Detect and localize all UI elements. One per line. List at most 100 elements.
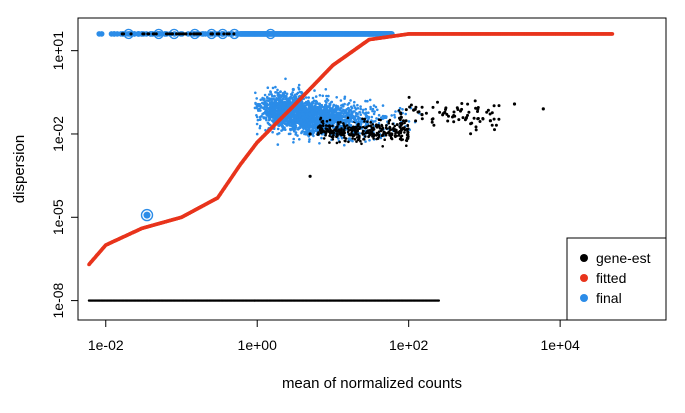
final-point: [334, 117, 338, 121]
gene-est-point: [476, 106, 480, 109]
gene-est-point: [120, 32, 124, 36]
gene-est-point: [405, 139, 409, 143]
final-point: [269, 114, 273, 118]
gene-est-point: [319, 131, 323, 135]
gene-est-point: [363, 120, 366, 123]
final-point: [353, 106, 357, 109]
final-point: [298, 138, 301, 141]
final-point: [292, 141, 295, 144]
final-point: [274, 85, 277, 89]
final-point: [365, 114, 369, 118]
final-point: [356, 112, 359, 116]
gene-est-point: [369, 124, 372, 127]
final-point: [303, 109, 306, 112]
gene-est-point: [388, 129, 392, 132]
y-tick-label: 1e-05: [50, 199, 66, 235]
final-point: [276, 98, 280, 102]
gene-est-point: [335, 135, 338, 139]
gene-est-point: [351, 137, 354, 140]
final-point: [379, 136, 383, 140]
final-point: [302, 122, 306, 125]
gene-est-point: [364, 131, 368, 135]
final-point: [262, 98, 266, 102]
final-point: [351, 114, 355, 118]
final-point: [272, 104, 275, 108]
final-point: [267, 115, 270, 118]
final-point: [335, 96, 339, 99]
gene-est-point: [355, 140, 358, 143]
gene-est-point: [380, 123, 384, 127]
legend: gene-est fitted final: [566, 237, 667, 321]
final-point: [299, 120, 303, 124]
final-point: [255, 104, 259, 108]
final-point: [357, 116, 361, 120]
final-point: [346, 103, 350, 106]
final-point: [292, 137, 296, 141]
final-point: [338, 108, 342, 111]
final-point: [289, 124, 293, 127]
final-point: [292, 99, 296, 102]
gene-est-point: [328, 118, 332, 122]
final-point: [288, 113, 292, 117]
final-point: [359, 107, 363, 111]
final-point: [276, 143, 280, 146]
gene-est-point: [344, 139, 347, 143]
final-point: [263, 116, 266, 119]
gene-est-point: [395, 123, 399, 127]
gene-est-point: [322, 137, 326, 140]
final-point: [369, 107, 373, 111]
final-point: [290, 102, 294, 105]
final-point: [305, 113, 308, 116]
final-point: [325, 112, 329, 116]
final-point: [325, 97, 329, 101]
gene-est-point: [469, 122, 473, 126]
gene-est-point: [323, 130, 327, 134]
final-point: [404, 112, 408, 116]
gene-est-point: [391, 122, 395, 126]
final-point: [337, 111, 341, 115]
final-point: [394, 110, 397, 113]
final-point: [298, 114, 302, 117]
final-point: [350, 110, 353, 114]
x-tick-label: 1e+04: [540, 337, 580, 353]
final-point: [316, 119, 319, 123]
final-point: [270, 111, 274, 115]
gene-est-point: [146, 32, 150, 36]
gene-est-point: [210, 32, 214, 36]
gene-est-point: [406, 124, 410, 127]
final-point: [283, 118, 286, 121]
final-point: [314, 95, 318, 98]
final-point: [349, 99, 352, 102]
gene-est-point: [129, 32, 133, 36]
gene-est-point: [490, 123, 494, 127]
fitted-curve-layer: [87, 32, 615, 267]
gene-est-point: [497, 117, 501, 121]
final-point: [304, 96, 308, 99]
gene-est-point: [188, 32, 192, 36]
final-point: [377, 122, 381, 125]
gene-est-point: [371, 128, 375, 132]
gene-est-point: [492, 117, 496, 121]
legend-marker-fitted: [580, 274, 588, 282]
final-point: [300, 91, 304, 95]
gene-est-point: [409, 103, 413, 107]
final-point: [343, 143, 346, 147]
gene-est-point: [404, 119, 408, 123]
final-point: [312, 99, 316, 102]
final-point: [384, 115, 388, 119]
final-point: [308, 113, 312, 117]
final-point: [268, 118, 272, 121]
final-point: [294, 131, 298, 134]
final-point: [321, 105, 324, 109]
gene-est-point: [408, 105, 412, 109]
final-point: [286, 104, 290, 108]
gene-est-point: [474, 106, 478, 110]
final-point: [254, 91, 257, 95]
gene-est-point: [424, 111, 428, 115]
final-point: [374, 105, 378, 109]
final-point: [270, 100, 274, 103]
gene-est-point: [389, 136, 393, 140]
gene-est-point: [443, 110, 447, 114]
final-point: [301, 116, 304, 119]
gene-est-point: [359, 126, 362, 129]
